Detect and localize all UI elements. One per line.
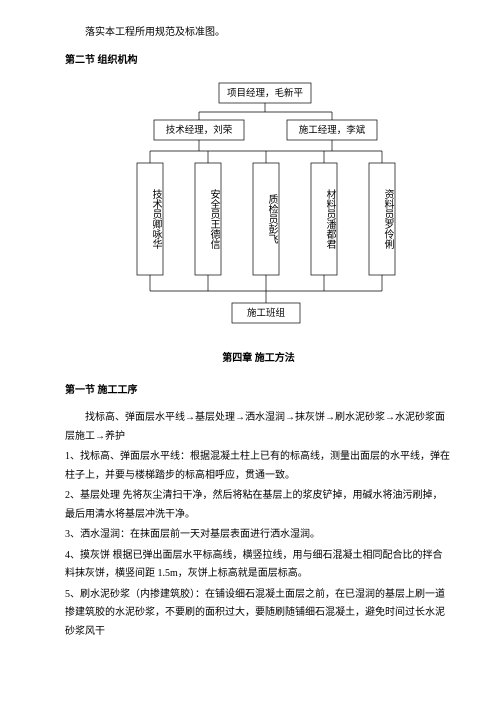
para-0: 找标高、弹面层水平线→基层处理→洒水湿润→抹灰饼→刷水泥砂浆→水泥砂浆面层施工→… [65, 409, 452, 446]
section-1-heading: 第一节 施工工序 [65, 383, 452, 399]
node-m1: 技术经理，刘荣 [165, 124, 232, 136]
para-4: 4、摸灰饼 根据已弹出面层水平标高线，横竖拉线，用与细石混凝土相同配合比的拌合料… [65, 547, 452, 584]
para-3: 3、洒水湿润：在抹面层前一天对基层表面进行洒水湿润。 [65, 526, 452, 545]
chapter-4-heading: 第四章 施工方法 [65, 351, 452, 367]
node-b2: 安全员王德信 [195, 167, 221, 271]
org-chart: 项目经理，毛新平 技术经理，刘荣 施工经理，李斌 技术员卿咏华 安全员王德信 质… [65, 79, 452, 337]
node-b3: 质检员彭飞 [253, 167, 279, 271]
node-b1: 技术员卿咏华 [137, 167, 163, 271]
para-2: 2、基层处理 先将灰尘清扫干净，然后将粘在基层上的浆皮铲掉，用碱水将油污刷掉，最… [65, 487, 452, 524]
para-5: 5、刷水泥砂浆（内掺建筑胶）：在铺设细石混凝土面层之前，在已湿润的基层上刷一道掺… [65, 586, 452, 642]
intro-line: 落实本工程所用规范及标准图。 [65, 25, 452, 41]
node-top: 项目经理，毛新平 [226, 87, 303, 99]
node-team: 施工班组 [246, 307, 285, 319]
node-b5: 资料员罗伶俐 [369, 167, 395, 271]
node-b4: 材料员潘都君 [311, 167, 337, 271]
para-1: 1、找标高、弹面层水平线：根据混凝土柱上已有的标高线，测量出面层的水平线，弹在柱… [65, 448, 452, 485]
section-2-heading: 第二节 组织机构 [65, 53, 452, 69]
node-m2: 施工经理，李斌 [298, 124, 365, 136]
